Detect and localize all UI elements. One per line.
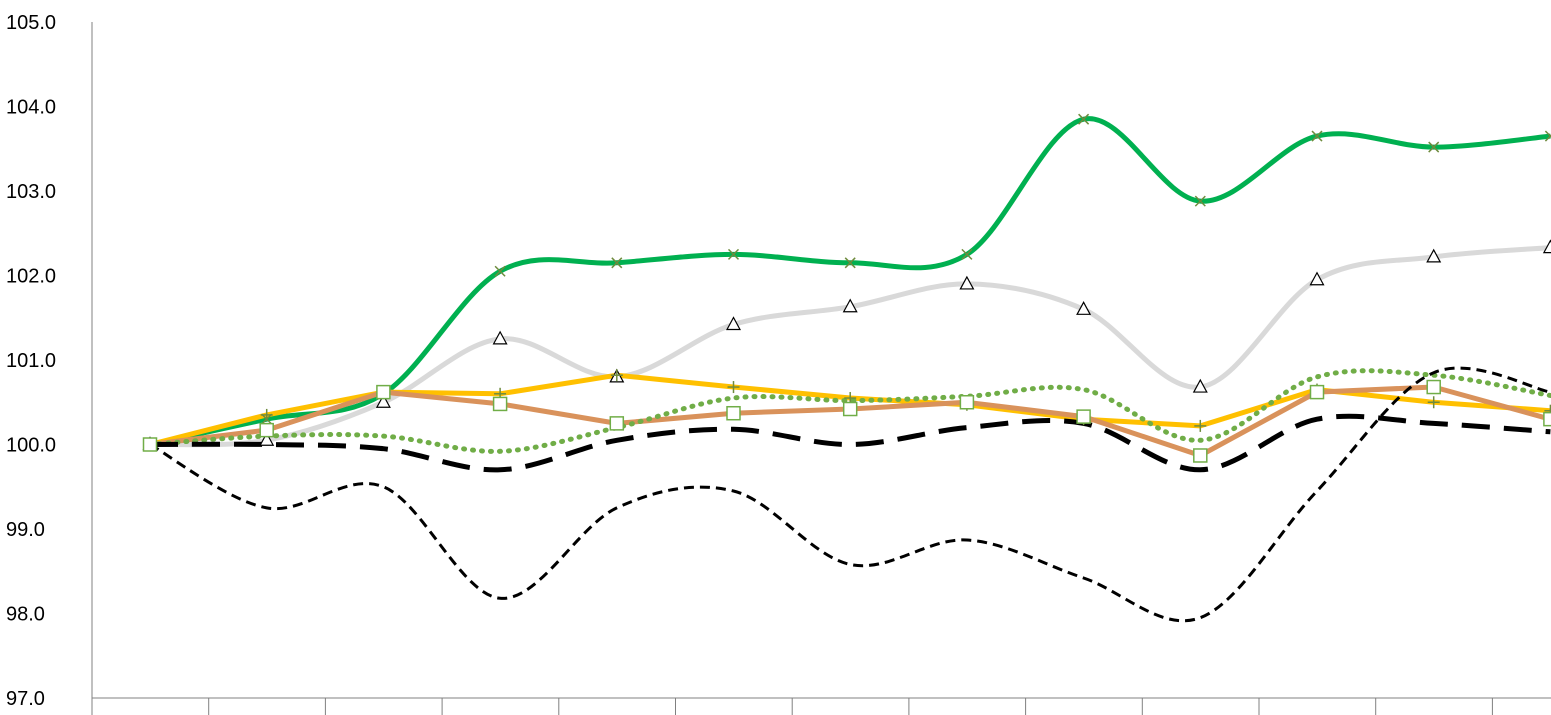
y-axis: 105.0 104.0 103.0 102.0 101.0 100.0 99.0 98.0 97… [6,12,93,710]
x-marker [611,257,623,269]
square-marker [1426,379,1441,395]
y-tick-label: 101.0 [6,350,56,372]
series-line-5 [147,368,1551,454]
y-tick-label: 99.0 [6,519,45,541]
triangle-marker [725,316,742,331]
series-line-6 [149,413,1551,473]
y-tick-label: 104.0 [6,97,56,119]
x-marker [1544,134,1551,142]
triangle-marker [259,432,275,446]
x-marker [1194,195,1206,207]
square-marker [1193,448,1208,463]
square-marker [259,422,274,438]
square-marker [1543,411,1551,427]
square-marker [376,384,391,400]
square-marker [142,437,158,452]
square-marker [959,395,975,410]
square-marker [726,405,741,421]
y-tick-label: 100.0 [6,435,56,457]
y-tick-label: 98.0 [6,604,45,626]
series-line-7 [149,366,1551,623]
square-marker [1076,409,1091,424]
y-tick-label: 105.0 [6,12,56,34]
triangle-marker [492,330,508,345]
x-marker [844,257,856,269]
square-marker [1309,384,1325,400]
square-marker [609,416,625,431]
triangle-marker [1426,248,1442,263]
triangle-marker [959,275,975,290]
triangle-marker [1192,378,1208,393]
x-marker [494,265,506,277]
x-marker [1078,113,1090,125]
triangle-marker [1076,301,1092,315]
triangle-marker [375,393,391,408]
y-tick-label: 102.0 [6,266,56,288]
x-axis [91,697,1551,715]
series-lines [147,116,1551,623]
y-tick-label: 103.0 [6,181,56,203]
square-marker [492,396,508,412]
triangle-marker [1309,271,1325,286]
y-tick-label: 97.0 [6,688,45,710]
square-marker [842,401,858,417]
x-marker [1428,141,1440,153]
series-markers [142,113,1551,463]
triangle-marker [1542,239,1551,254]
x-marker [727,248,740,260]
x-marker [961,248,973,260]
triangle-marker [842,298,858,313]
x-marker [1311,130,1323,142]
